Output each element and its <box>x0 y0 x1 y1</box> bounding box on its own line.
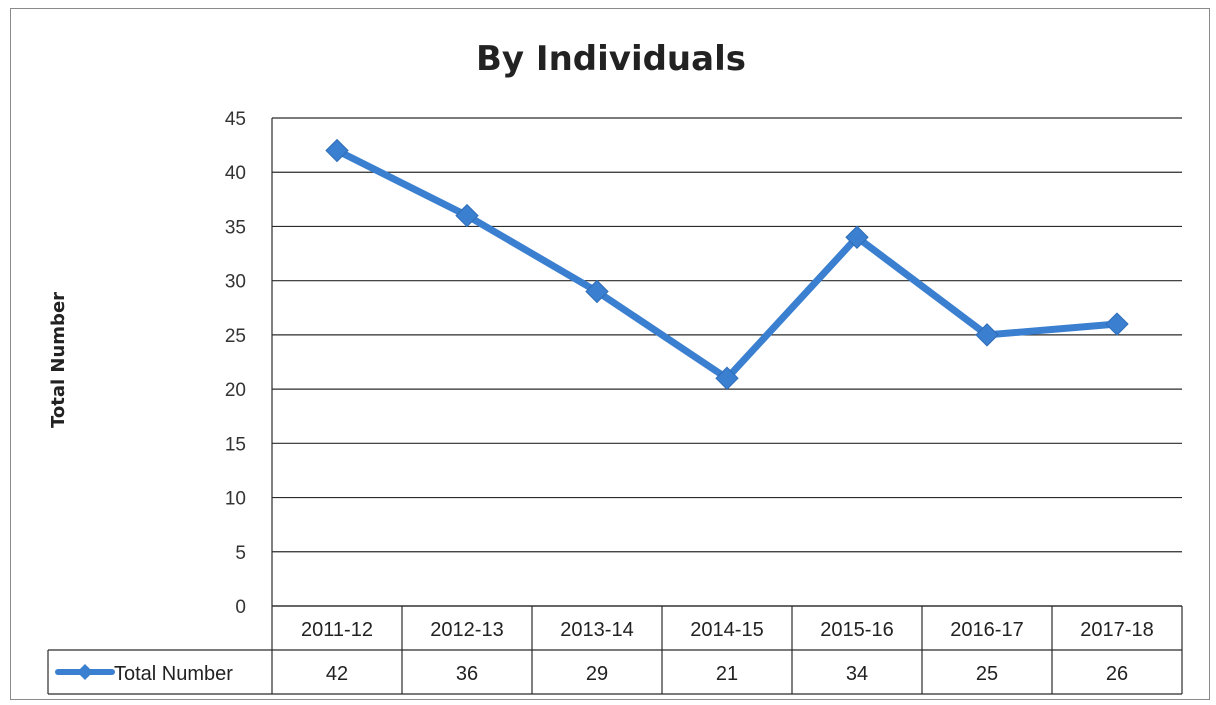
x-category-label: 2013-14 <box>560 619 633 641</box>
table-value-cell: 29 <box>586 663 608 685</box>
table-value-cell: 21 <box>716 663 738 685</box>
y-tick-label: 30 <box>225 272 246 293</box>
y-tick-label: 45 <box>225 109 246 130</box>
x-category-label: 2017-18 <box>1080 619 1153 641</box>
data-point-marker <box>715 366 739 390</box>
series-line <box>333 147 1121 382</box>
x-category-label: 2012-13 <box>430 619 503 641</box>
table-value-cell: 26 <box>1106 663 1128 685</box>
y-tick-label: 20 <box>225 380 246 401</box>
gridlines <box>271 117 1182 607</box>
chart-frame <box>10 8 1210 700</box>
data-point-marker <box>455 203 479 228</box>
data-point-marker <box>585 279 609 304</box>
x-category-label: 2011-12 <box>301 619 373 641</box>
legend-series-label: Total Number <box>114 663 233 685</box>
y-tick-label: 40 <box>225 163 246 184</box>
y-tick-label: 15 <box>225 434 246 455</box>
table-value-cell: 36 <box>456 663 478 685</box>
data-point-marker <box>975 323 999 347</box>
y-tick-label: 5 <box>235 543 246 564</box>
plot-area <box>325 138 1129 390</box>
legend-marker-key <box>77 664 93 680</box>
data-point-marker <box>845 225 869 249</box>
chart-title: By Individuals <box>476 39 746 79</box>
table-value-cell: 34 <box>846 663 868 685</box>
y-axis-ticks: 0 5 10 15 20 25 30 35 40 45 <box>225 109 246 618</box>
y-tick-label: 0 <box>235 597 246 618</box>
data-table: 2011-12 2012-13 2013-14 2014-15 2015-16 2016-… <box>47 605 1183 695</box>
table-value-cell: 25 <box>976 663 998 685</box>
x-category-label: 2014-15 <box>690 619 763 641</box>
y-tick-label: 25 <box>225 326 246 347</box>
x-category-label: 2015-16 <box>820 619 893 641</box>
y-tick-label: 10 <box>225 489 246 510</box>
y-axis-label: Total Number <box>48 292 69 428</box>
data-point-marker <box>325 138 349 163</box>
table-value-cell: 42 <box>326 663 348 685</box>
data-point-marker <box>1105 312 1129 336</box>
x-category-label: 2016-17 <box>950 619 1023 641</box>
y-tick-label: 35 <box>225 217 246 238</box>
